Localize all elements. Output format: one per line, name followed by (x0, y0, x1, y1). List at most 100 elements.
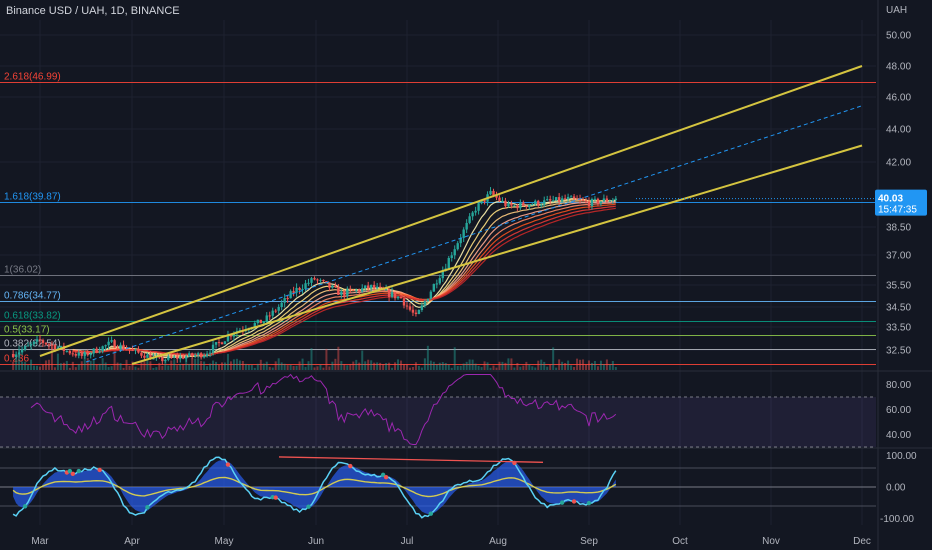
osc-tick-label: 0.00 (886, 483, 906, 494)
fib-label: 2.618(46.99) (4, 72, 61, 83)
volume-bar (489, 367, 492, 370)
volume-bar (200, 360, 203, 370)
candle-body (86, 352, 89, 356)
volume-bar (271, 367, 274, 370)
volume-bar (590, 362, 593, 370)
candle-body (563, 198, 567, 200)
volume-bar (83, 352, 86, 370)
rsi-band (0, 397, 876, 447)
candle-body (83, 352, 86, 356)
volume-bar (286, 365, 289, 370)
candle-body (429, 291, 433, 299)
candle-body (286, 298, 289, 300)
volume-bar (185, 359, 188, 370)
volume-bar (235, 358, 238, 370)
osc-cross-dot (97, 467, 102, 473)
candle-body (375, 286, 379, 289)
candle-body (134, 349, 137, 351)
volume-bar (194, 358, 197, 370)
volume-bar (555, 367, 558, 370)
volume-bar (435, 364, 438, 370)
candle-body (44, 342, 48, 345)
volume-bar (507, 358, 510, 370)
volume-bar (56, 353, 59, 370)
candle-body (387, 289, 391, 297)
candle-body (23, 346, 27, 350)
candle-body (456, 243, 459, 250)
candle-body (411, 309, 415, 313)
date-tick-label: Jul (401, 536, 414, 547)
volume-bar (456, 365, 459, 370)
date-tick-label: Dec (853, 536, 871, 547)
volume-bar (223, 362, 226, 370)
volume-bar (605, 359, 608, 370)
volume-bar (313, 367, 316, 370)
candle-body (554, 197, 558, 201)
volume-bar (593, 360, 596, 370)
volume-bar (44, 360, 47, 370)
volume-bar (570, 365, 573, 370)
osc-cross-dot (586, 500, 592, 506)
volume-bar (394, 362, 397, 370)
candle-body (190, 353, 194, 356)
candle-body (11, 354, 15, 358)
candle-body (480, 200, 483, 204)
volume-bar (65, 360, 68, 370)
candle-body (182, 356, 185, 359)
candle-body (187, 353, 191, 357)
candle-body (340, 291, 343, 295)
volume-bar (301, 358, 304, 370)
candle-body (504, 200, 507, 207)
candle-body (441, 270, 444, 279)
volume-bar (104, 362, 107, 370)
volume-bar (179, 363, 182, 370)
volume-bar (585, 364, 587, 370)
price-tick-label: 37.00 (886, 251, 911, 262)
volume-bar (33, 365, 36, 370)
candle-body (489, 190, 492, 195)
volume-bar (370, 360, 373, 370)
candle-body (125, 349, 128, 351)
volume-bar (579, 359, 582, 370)
volume-bar (221, 362, 223, 370)
volume-bar (549, 364, 552, 370)
candle-body (468, 216, 471, 223)
osc-cross-dot (70, 471, 76, 477)
fib-label: 1.618(39.87) (4, 192, 61, 203)
channel-mid (85, 105, 863, 363)
candle-body (328, 282, 331, 288)
candle-body (26, 345, 30, 347)
volume-bar (405, 364, 408, 370)
osc-signal-line (12, 476, 617, 498)
volume-bar (346, 365, 349, 370)
volume-bar (531, 366, 534, 370)
volume-bar (420, 367, 423, 370)
volume-bar (576, 358, 579, 370)
trend-channel[interactable] (39, 65, 863, 365)
candle-body (41, 340, 45, 343)
candle-body (167, 356, 170, 360)
candle-body (522, 202, 525, 206)
rsi-line (30, 373, 617, 445)
volume-bar (477, 365, 480, 370)
candle-body (578, 199, 582, 201)
candle-body (140, 352, 143, 356)
volume-bar (540, 359, 543, 370)
volume-bar (385, 363, 388, 370)
volume-bar (176, 365, 179, 370)
osc-cross-dot (383, 475, 389, 480)
candle-body (531, 204, 534, 206)
candle-body (223, 341, 227, 345)
ema-line (72, 205, 616, 356)
volume-bar (39, 366, 41, 370)
price-badge-value: 40.03 (878, 194, 903, 205)
candle-body (143, 355, 146, 358)
candle-body (414, 312, 418, 314)
volume-bar (218, 365, 221, 370)
candle-body (447, 257, 450, 269)
volume-bar (161, 365, 164, 370)
volume-bar (206, 366, 209, 370)
volume-bar (411, 367, 414, 370)
